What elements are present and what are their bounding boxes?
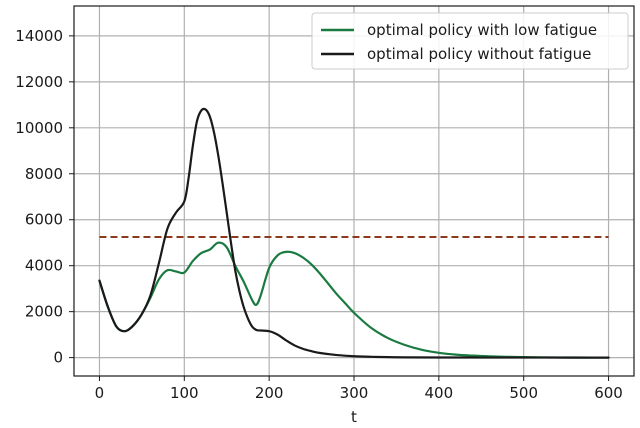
x-tick-label: 200 <box>255 384 284 402</box>
y-tick-label: 2000 <box>25 303 63 321</box>
legend: optimal policy with low fatigue optimal p… <box>311 12 629 70</box>
x-tick-label: 600 <box>594 384 623 402</box>
x-tick-label: 500 <box>509 384 538 402</box>
y-tick-label: 10000 <box>15 119 63 137</box>
x-tick-label: 400 <box>425 384 454 402</box>
y-tick-label: 6000 <box>25 211 63 229</box>
x-tick-label: 100 <box>170 384 199 402</box>
series-line-1 <box>98 241 610 359</box>
x-tick-label: 300 <box>340 384 369 402</box>
legend-label-1: optimal policy with low fatigue <box>367 21 597 39</box>
series-line-2 <box>98 107 610 359</box>
series-group <box>98 107 610 359</box>
x-tick-label: 0 <box>95 384 105 402</box>
ticks: 0 100 200 300 400 500 600020004000600080001000… <box>15 27 623 402</box>
legend-label-2: optimal policy without fatigue <box>367 45 591 63</box>
y-tick-label: 14000 <box>15 27 63 45</box>
x-axis-label: t <box>351 408 357 426</box>
y-tick-label: 4000 <box>25 257 63 275</box>
y-tick-label: 8000 <box>25 165 63 183</box>
legend-box <box>311 12 629 70</box>
y-tick-label: 12000 <box>15 73 63 91</box>
plot-frame <box>73 5 635 377</box>
y-tick-label: 0 <box>53 349 63 367</box>
